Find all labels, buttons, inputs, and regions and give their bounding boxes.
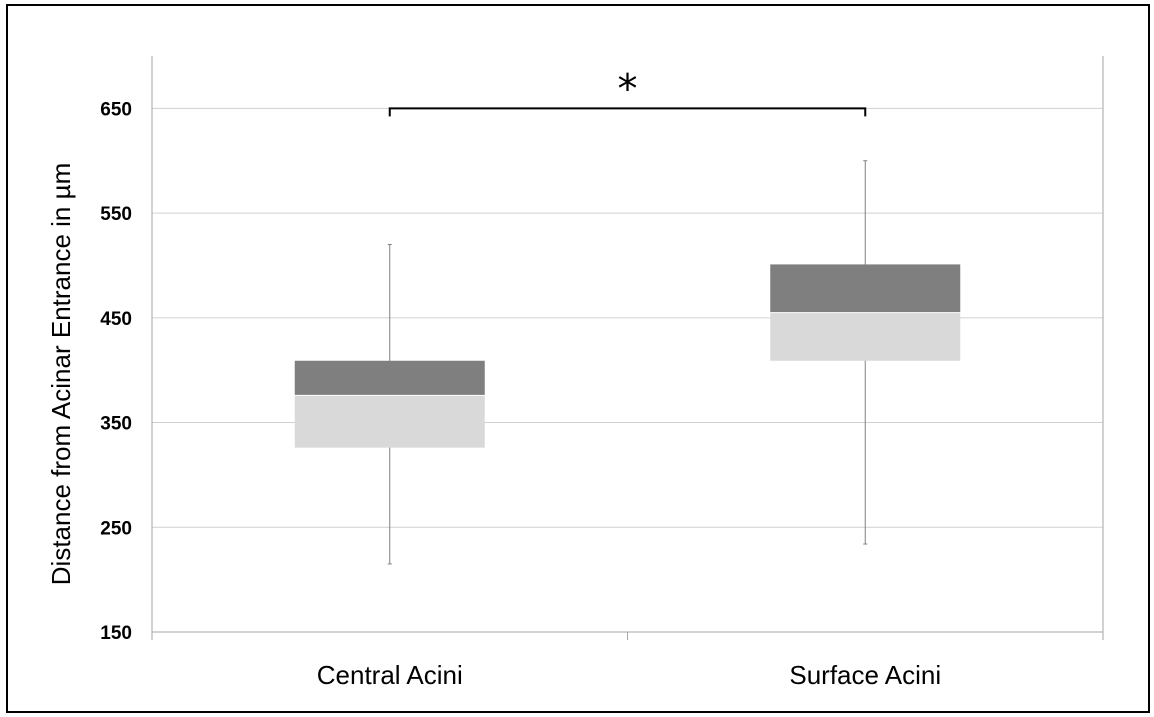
- significance-asterisk: *: [618, 66, 638, 112]
- y-tick-labels: 150 250 350 450 550 650: [100, 99, 132, 644]
- y-tick-label: 450: [100, 309, 132, 330]
- box-upper-quartile: [294, 360, 485, 396]
- box-upper-quartile: [770, 264, 961, 313]
- y-tick-label: 650: [100, 99, 132, 120]
- significance-bracket: *: [388, 66, 867, 117]
- x-category-labels: Central Acini Surface Acini: [317, 660, 941, 690]
- axes: [151, 56, 1104, 640]
- gridlines: [152, 107, 1103, 528]
- y-tick-label: 150: [100, 623, 132, 644]
- box-lower-quartile: [770, 312, 961, 361]
- x-category-label: Surface Acini: [789, 660, 941, 690]
- box-lower-quartile: [294, 395, 485, 448]
- y-tick-label: 250: [100, 518, 132, 539]
- y-tick-label: 350: [100, 414, 132, 435]
- y-axis-title: Distance from Acinar Entrance in µm: [46, 163, 76, 585]
- y-tick-label: 550: [100, 204, 132, 225]
- significance-bracket-line: [388, 107, 867, 117]
- x-category-label: Central Acini: [317, 660, 463, 690]
- boxes: [294, 160, 961, 565]
